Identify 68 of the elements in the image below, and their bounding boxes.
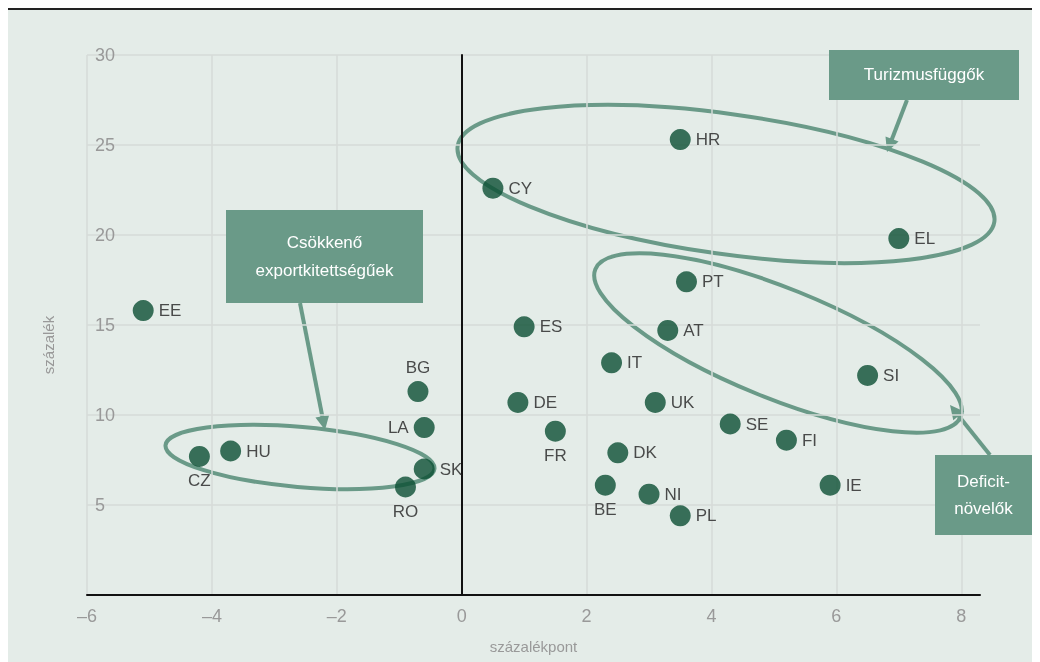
- point: [888, 228, 910, 250]
- y-tick-label: 20: [95, 225, 116, 245]
- x-tick-label: 4: [706, 606, 717, 626]
- series-label: DK: [633, 443, 658, 463]
- callout-box: Turizmusfüggők: [829, 50, 1019, 100]
- y-axis-title: százalék: [39, 315, 57, 375]
- callout-box: Deficit-növelők: [935, 455, 1032, 535]
- series-label: DE: [533, 392, 558, 412]
- point: [407, 381, 429, 403]
- series-label: NI: [664, 484, 682, 504]
- series-label: EE: [158, 301, 182, 321]
- series-label: CY: [508, 178, 533, 198]
- y-tick-label: 5: [95, 495, 106, 515]
- series-label: LA: [387, 418, 410, 438]
- point: [482, 177, 504, 199]
- point: [594, 474, 616, 496]
- series-label: ES: [539, 317, 563, 337]
- point: [188, 445, 210, 467]
- callout-box: Csökkenő exportkitettségűek: [226, 210, 423, 303]
- series-label: FR: [544, 445, 567, 465]
- point: [544, 420, 566, 442]
- x-axis-title: százalékpont: [489, 638, 579, 655]
- series-label: PL: [695, 506, 717, 526]
- series-label: HU: [246, 441, 271, 461]
- point: [507, 391, 529, 413]
- point: [719, 413, 741, 435]
- point: [669, 129, 691, 151]
- point: [413, 417, 435, 439]
- series-label: BG: [405, 358, 431, 378]
- series-label: SE: [745, 414, 769, 434]
- point: [132, 300, 154, 322]
- point: [413, 458, 435, 480]
- x-tick-label: 6: [831, 606, 842, 626]
- point: [857, 364, 879, 386]
- y-tick-label: 15: [95, 315, 116, 335]
- y-tick-label: 25: [95, 135, 116, 155]
- point: [395, 476, 416, 498]
- series-label: FI: [801, 430, 818, 450]
- x-tick-label: –4: [201, 606, 222, 626]
- series-label: SI: [883, 365, 900, 385]
- x-tick-label: 0: [456, 606, 467, 626]
- point: [775, 429, 797, 451]
- series-label: AT: [683, 320, 704, 340]
- series-label: IE: [845, 475, 862, 495]
- point: [676, 271, 697, 293]
- series-label: CZ: [188, 470, 211, 490]
- y-tick-label: 30: [95, 45, 116, 65]
- point: [669, 505, 691, 527]
- point: [657, 319, 679, 341]
- x-tick-label: 8: [956, 606, 967, 626]
- point: [601, 352, 623, 374]
- series-label: BE: [593, 499, 617, 519]
- point: [819, 474, 841, 496]
- point: [638, 483, 660, 505]
- point: [644, 391, 666, 413]
- series-label: HR: [695, 130, 721, 150]
- series-label: UK: [670, 392, 696, 412]
- y-tick-label: 10: [95, 405, 116, 425]
- x-tick-label: 2: [581, 606, 592, 626]
- series-label: PT: [702, 272, 724, 292]
- series-label: RO: [392, 501, 419, 521]
- x-tick-label: –2: [326, 606, 347, 626]
- series-label: IT: [627, 353, 643, 373]
- series-label: EL: [914, 229, 936, 249]
- point: [607, 442, 629, 464]
- point: [220, 440, 242, 462]
- point: [513, 316, 535, 338]
- x-tick-label: –6: [76, 606, 98, 626]
